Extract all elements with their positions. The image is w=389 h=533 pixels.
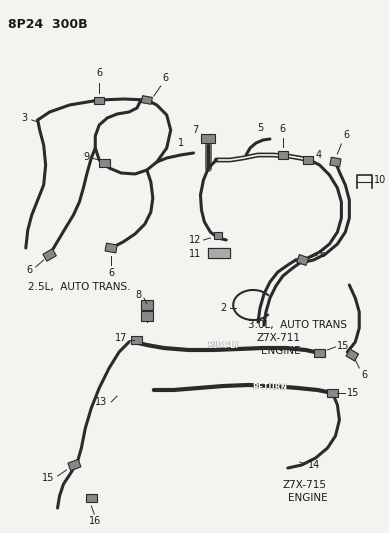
Text: 1: 1 — [177, 138, 184, 148]
Text: 7: 7 — [192, 125, 198, 135]
Text: 8: 8 — [136, 290, 142, 300]
Text: 6: 6 — [319, 249, 326, 259]
Text: 8P24  300B: 8P24 300B — [8, 18, 88, 31]
Bar — [99, 159, 110, 167]
Bar — [330, 157, 341, 167]
Text: 5: 5 — [257, 123, 263, 133]
Bar — [141, 96, 152, 104]
Bar — [131, 336, 142, 344]
Bar — [68, 459, 81, 471]
Text: 17: 17 — [115, 333, 127, 343]
Bar — [327, 389, 338, 397]
Text: 16: 16 — [89, 516, 102, 526]
Bar — [141, 300, 153, 310]
Bar — [43, 249, 56, 261]
Bar — [278, 151, 288, 159]
Text: 6: 6 — [108, 268, 114, 278]
Bar — [141, 311, 153, 321]
Text: 2: 2 — [220, 303, 226, 313]
Text: 11: 11 — [189, 249, 202, 259]
Text: 4: 4 — [315, 150, 322, 160]
Bar — [314, 349, 325, 357]
Text: 15: 15 — [337, 341, 350, 351]
Bar — [297, 255, 309, 265]
Text: RETURN: RETURN — [252, 384, 287, 392]
Bar — [105, 243, 117, 253]
Text: 9: 9 — [83, 152, 89, 162]
Text: 12: 12 — [189, 235, 202, 245]
Text: 15: 15 — [347, 388, 360, 398]
Bar — [346, 349, 359, 361]
Text: ENGINE: ENGINE — [288, 493, 328, 503]
Polygon shape — [209, 248, 230, 258]
Text: 10: 10 — [374, 175, 386, 185]
Text: 6: 6 — [26, 265, 33, 275]
Text: 3: 3 — [22, 113, 28, 123]
Text: ENGINE: ENGINE — [261, 346, 301, 356]
Text: 6: 6 — [96, 68, 102, 78]
Text: SUPPLY: SUPPLY — [207, 342, 239, 351]
Text: 3.0L,  AUTO TRANS: 3.0L, AUTO TRANS — [248, 320, 347, 330]
Bar — [94, 96, 104, 103]
Text: 2.5L,  AUTO TRANS.: 2.5L, AUTO TRANS. — [28, 282, 130, 292]
Text: 15: 15 — [42, 473, 54, 483]
Bar — [202, 133, 216, 142]
Text: RETURN: RETURN — [252, 384, 287, 392]
Bar — [86, 494, 97, 502]
Text: Z7X-711: Z7X-711 — [256, 333, 300, 343]
Text: 13: 13 — [95, 397, 107, 407]
Text: SUPPLY: SUPPLY — [207, 342, 239, 351]
Bar — [214, 231, 222, 238]
Bar — [303, 156, 313, 164]
Text: Z7X-715: Z7X-715 — [283, 480, 327, 490]
Text: 6: 6 — [343, 130, 349, 140]
Text: 6: 6 — [361, 370, 367, 380]
Text: 6: 6 — [280, 124, 286, 134]
Text: 14: 14 — [308, 460, 320, 470]
Text: 6: 6 — [163, 73, 169, 83]
